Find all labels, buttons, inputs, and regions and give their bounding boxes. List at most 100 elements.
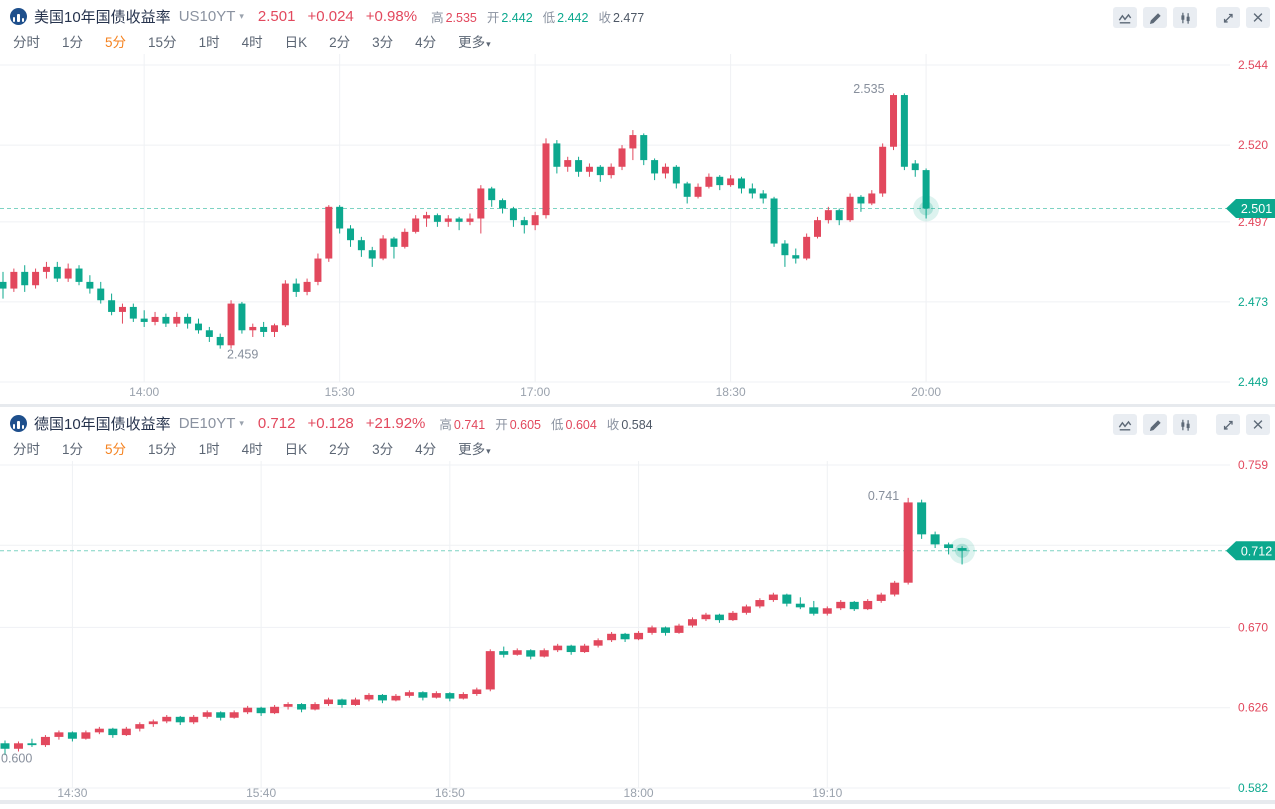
candle[interactable]	[445, 692, 455, 702]
candle[interactable]	[903, 497, 913, 585]
timeframe-分时[interactable]: 分时	[13, 442, 40, 457]
candle[interactable]	[189, 715, 199, 725]
candle[interactable]	[54, 730, 64, 740]
candle[interactable]	[135, 722, 145, 732]
candle[interactable]	[184, 313, 192, 329]
candle[interactable]	[173, 311, 181, 327]
candlestick-style-button[interactable]	[1173, 414, 1197, 435]
candle[interactable]	[81, 730, 91, 740]
candle[interactable]	[849, 600, 859, 611]
candle[interactable]	[634, 631, 644, 641]
candle[interactable]	[835, 208, 843, 226]
candle[interactable]	[0, 740, 10, 756]
candle[interactable]	[364, 693, 374, 702]
candle[interactable]	[412, 215, 420, 234]
candle[interactable]	[488, 186, 496, 207]
candle[interactable]	[21, 265, 29, 292]
candle[interactable]	[42, 261, 50, 279]
candle[interactable]	[325, 205, 333, 262]
timeframe-5分[interactable]: 5分	[105, 35, 127, 50]
candle[interactable]	[768, 592, 778, 602]
candle[interactable]	[716, 175, 724, 191]
candle[interactable]	[297, 703, 307, 713]
candle[interactable]	[216, 333, 224, 349]
candle[interactable]	[256, 706, 266, 716]
candles-series[interactable]	[0, 93, 930, 349]
candles-series[interactable]	[0, 497, 967, 756]
candle[interactable]	[607, 163, 615, 179]
timeframe-1时[interactable]: 1时	[198, 442, 220, 457]
candle[interactable]	[336, 205, 344, 234]
candle[interactable]	[314, 253, 322, 286]
candle[interactable]	[129, 303, 137, 322]
candle[interactable]	[814, 216, 821, 239]
candle[interactable]	[629, 130, 637, 161]
candle[interactable]	[944, 542, 954, 555]
candle[interactable]	[379, 235, 387, 261]
candle[interactable]	[661, 163, 669, 179]
candle[interactable]	[499, 646, 509, 658]
candle[interactable]	[53, 261, 61, 282]
de10yt-candlestick-chart[interactable]: 0.741 0.600 0.759 0.670 0.626 0.582 14:30 15:40…	[0, 458, 1275, 809]
candle[interactable]	[822, 606, 832, 616]
candlestick-style-button[interactable]	[1173, 7, 1197, 28]
fullscreen-button[interactable]	[1216, 414, 1240, 435]
candle[interactable]	[911, 160, 919, 177]
candle[interactable]	[472, 687, 482, 696]
candle[interactable]	[455, 216, 463, 231]
candle[interactable]	[229, 710, 239, 719]
candle[interactable]	[458, 692, 468, 700]
candle[interactable]	[86, 275, 94, 294]
candle[interactable]	[67, 731, 77, 742]
line-chart-style-button[interactable]	[1113, 414, 1137, 435]
candle[interactable]	[390, 236, 398, 259]
candle[interactable]	[324, 697, 334, 706]
candle[interactable]	[350, 697, 360, 706]
timeframe-15分[interactable]: 15分	[148, 442, 177, 457]
candle[interactable]	[857, 195, 865, 212]
candle[interactable]	[444, 215, 452, 227]
candle[interactable]	[863, 599, 873, 611]
candle[interactable]	[512, 648, 522, 656]
candle[interactable]	[283, 702, 293, 710]
candle[interactable]	[368, 246, 376, 267]
candle[interactable]	[108, 727, 118, 738]
candle[interactable]	[687, 617, 697, 628]
candle[interactable]	[580, 643, 590, 653]
candle[interactable]	[868, 190, 876, 206]
candle[interactable]	[542, 138, 550, 219]
candle[interactable]	[585, 163, 593, 177]
candle[interactable]	[418, 691, 428, 701]
candle[interactable]	[759, 190, 767, 204]
candle[interactable]	[640, 133, 648, 166]
candle[interactable]	[477, 185, 485, 234]
close-button[interactable]	[1246, 7, 1270, 28]
candle[interactable]	[401, 228, 409, 249]
candle[interactable]	[357, 236, 365, 257]
candle[interactable]	[13, 741, 23, 752]
candle[interactable]	[917, 499, 927, 539]
candle[interactable]	[930, 531, 940, 549]
candle[interactable]	[270, 704, 280, 715]
candle[interactable]	[792, 248, 800, 264]
candle[interactable]	[824, 206, 832, 224]
symbol-dropdown[interactable]: US10YT ▾	[179, 8, 244, 25]
candle[interactable]	[162, 313, 170, 327]
candle[interactable]	[781, 240, 789, 267]
candle[interactable]	[162, 715, 172, 724]
candle[interactable]	[674, 623, 684, 634]
candle[interactable]	[216, 711, 226, 721]
candle[interactable]	[741, 604, 751, 615]
candle[interactable]	[194, 318, 202, 334]
candle[interactable]	[661, 626, 671, 636]
candle[interactable]	[705, 173, 713, 189]
candle[interactable]	[292, 278, 300, 297]
candle[interactable]	[140, 310, 148, 327]
timeframe-2分[interactable]: 2分	[329, 35, 351, 50]
candle[interactable]	[337, 698, 347, 708]
timeframe-15分[interactable]: 15分	[148, 35, 177, 50]
candle[interactable]	[593, 638, 603, 648]
candle[interactable]	[620, 632, 630, 643]
candle[interactable]	[651, 158, 659, 181]
candle[interactable]	[553, 140, 561, 174]
